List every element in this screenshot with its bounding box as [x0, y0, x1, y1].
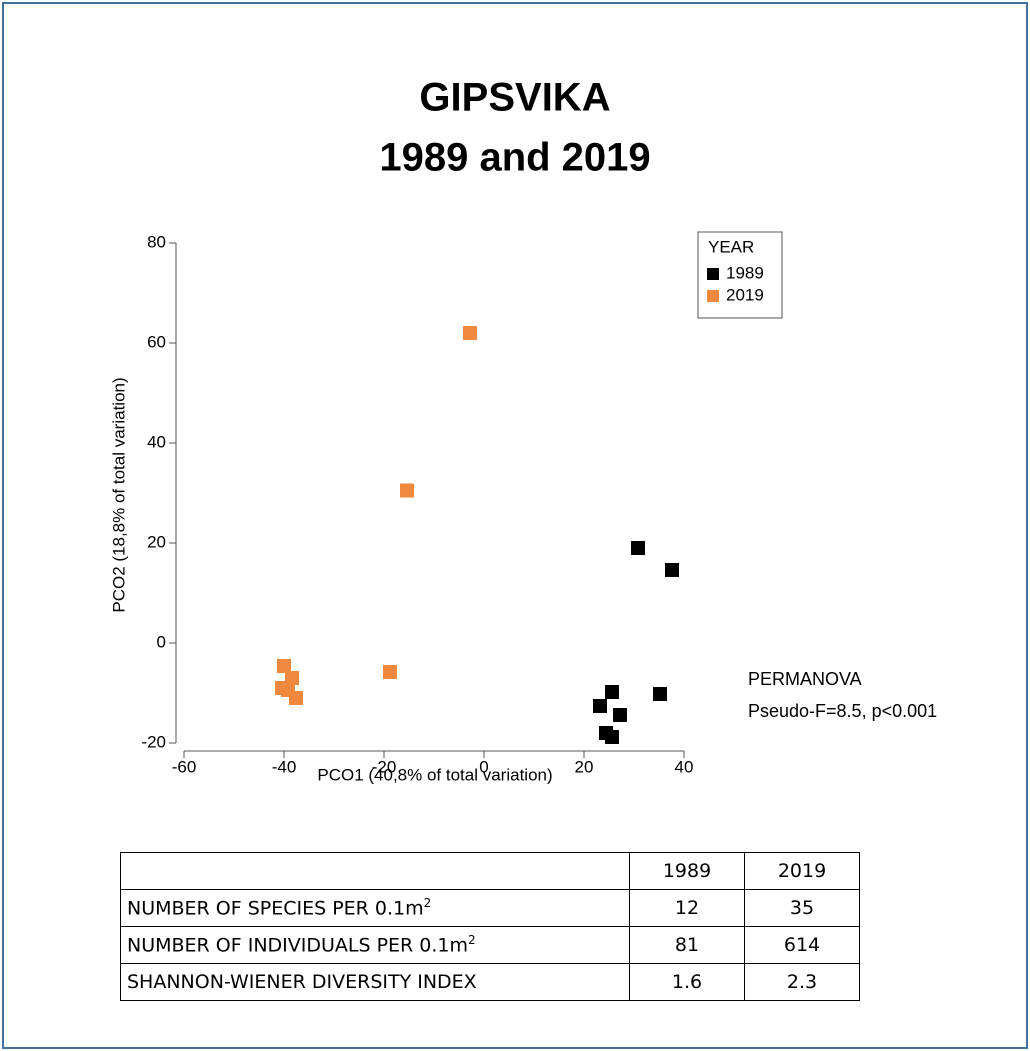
y-tick-label: 0 — [157, 632, 166, 651]
point — [653, 687, 667, 701]
table-cell: NUMBER OF SPECIES PER 0.1m2 — [120, 889, 630, 927]
point — [383, 665, 397, 679]
point — [613, 708, 627, 722]
superscript: 2 — [423, 896, 432, 911]
table-cell: 1989 — [629, 852, 745, 890]
x-tick-label: -20 — [372, 757, 397, 776]
x-tick-label: 40 — [675, 757, 694, 776]
y-tick-label: 20 — [147, 532, 166, 551]
table-cell: SHANNON-WIENER DIVERSITY INDEX — [120, 963, 630, 1001]
point — [400, 483, 414, 498]
point — [631, 541, 645, 555]
table-row: NUMBER OF SPECIES PER 0.1m2 12 35 — [120, 889, 860, 927]
y-tick-label: 60 — [147, 332, 166, 351]
y-tick-label: -20 — [141, 732, 166, 751]
row-label: NUMBER OF SPECIES PER 0.1m — [127, 897, 424, 920]
point — [665, 563, 679, 577]
row-label: NUMBER OF INDIVIDUALS PER 0.1m — [127, 934, 469, 957]
table-row: SHANNON-WIENER DIVERSITY INDEX 1.6 2.3 — [120, 963, 860, 1001]
legend-label: 2019 — [726, 285, 764, 304]
y-tick-label: 80 — [147, 232, 166, 251]
table-cell: 2019 — [744, 852, 860, 890]
x-tick-label: 0 — [479, 757, 488, 776]
y-tick-label: 40 — [147, 432, 166, 451]
chart-title: GIPSVIKA — [419, 76, 610, 120]
table-cell: 12 — [629, 889, 745, 927]
x-tick-label: -60 — [172, 757, 197, 776]
legend-swatch — [707, 290, 719, 302]
stats-table: 1989 2019 NUMBER OF SPECIES PER 0.1m2 12… — [120, 852, 860, 1001]
point — [605, 730, 619, 744]
table-cell: 81 — [629, 926, 745, 964]
table-cell — [120, 852, 630, 890]
table-row: NUMBER OF INDIVIDUALS PER 0.1m2 81 614 — [120, 926, 860, 964]
table-cell: NUMBER OF INDIVIDUALS PER 0.1m2 — [120, 926, 630, 964]
point — [593, 699, 607, 713]
legend-swatch — [707, 268, 719, 280]
table-cell: 1.6 — [629, 963, 745, 1001]
x-axis-label: PCO1 (40,8% of total variation) — [317, 765, 552, 784]
point — [289, 691, 303, 705]
legend-title: YEAR — [708, 237, 754, 256]
x-tick-label: 20 — [575, 757, 594, 776]
chart-subtitle: 1989 and 2019 — [379, 136, 650, 180]
legend-label: 1989 — [726, 263, 764, 282]
row-label: SHANNON-WIENER DIVERSITY INDEX — [127, 971, 477, 993]
annotation: PERMANOVA — [748, 669, 862, 689]
table-cell: 2.3 — [744, 963, 860, 1001]
y-axis-label: PCO2 (18,8% of total variation) — [109, 377, 128, 612]
annotation: Pseudo-F=8.5, p<0.001 — [748, 701, 937, 721]
point — [605, 685, 619, 699]
superscript: 2 — [468, 933, 476, 948]
table-header: 1989 2019 — [120, 852, 860, 890]
point — [463, 326, 477, 340]
point — [277, 659, 291, 673]
x-tick-label: -40 — [272, 757, 297, 776]
table-cell: 614 — [744, 926, 860, 964]
table-cell: 35 — [744, 889, 860, 927]
